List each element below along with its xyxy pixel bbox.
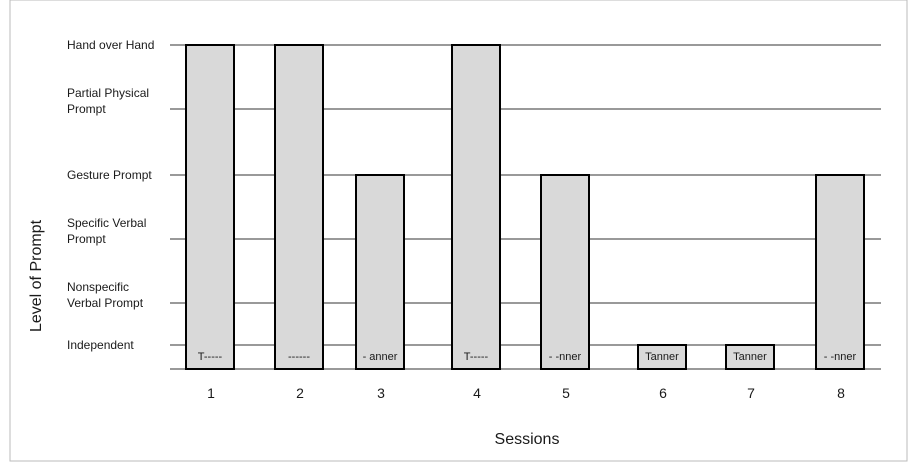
x-tick-label: 1: [207, 385, 215, 401]
x-tick-labels: 1 2 3 4 5 6 7 8: [207, 385, 845, 401]
bars: T----- ------ - anner T----- - -nner Tanner Ta…: [185, 44, 865, 370]
bar-data-label: ------: [288, 351, 310, 363]
bar-data-label: - -nner: [549, 351, 582, 363]
y-tick-label: Nonspecific Verbal Prompt: [67, 280, 144, 310]
y-tick-label: Hand over Hand: [67, 38, 154, 52]
bar: [355, 174, 405, 370]
y-tick-label: Specific Verbal Prompt: [67, 216, 146, 246]
x-tick-label: 4: [473, 385, 481, 401]
bar: [637, 344, 687, 370]
bar: [815, 174, 865, 370]
bar: [540, 174, 590, 370]
chart-border: [9, 0, 908, 462]
y-tick-label: Partial Physical Prompt: [67, 86, 149, 116]
x-tick-label: 3: [377, 385, 385, 401]
bar-data-label: - -nner: [824, 351, 857, 363]
bar-data-label: Tanner: [733, 351, 767, 363]
x-tick-label: 2: [296, 385, 304, 401]
bar-data-label: T-----: [464, 351, 489, 363]
x-tick-label: 7: [747, 385, 755, 401]
y-tick-label: Independent: [67, 338, 134, 352]
bar: [725, 344, 775, 370]
bar-data-label: Tanner: [645, 351, 679, 363]
x-tick-label: 8: [837, 385, 845, 401]
y-tick-label: Gesture Prompt: [67, 168, 152, 182]
x-tick-label: 5: [562, 385, 570, 401]
x-axis-label: Sessions: [495, 431, 560, 448]
bar: [451, 44, 501, 370]
x-tick-label: 6: [659, 385, 667, 401]
y-tick-labels: Independent Nonspecific Verbal Prompt Speci…: [67, 38, 154, 352]
bar: [185, 44, 235, 370]
bar: [274, 44, 324, 370]
bar-data-label: T-----: [198, 351, 223, 363]
y-axis-label: Level of Prompt: [28, 219, 45, 332]
bar-data-label: - anner: [363, 351, 398, 363]
